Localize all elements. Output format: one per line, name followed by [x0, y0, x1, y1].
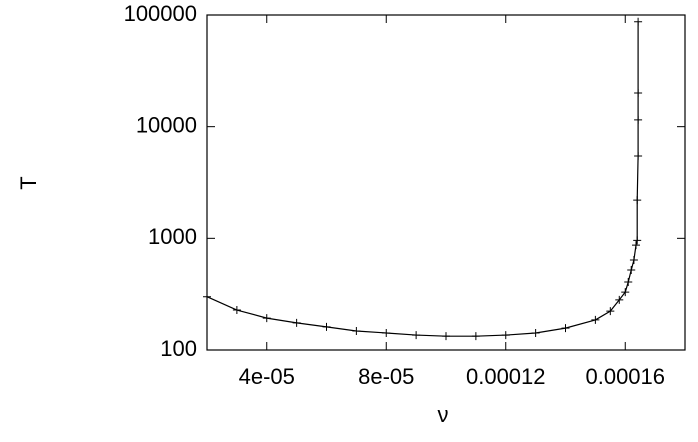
line — [206, 21, 639, 337]
y-tick-label: 1000 — [148, 224, 197, 249]
marker — [632, 241, 641, 250]
marker — [471, 332, 480, 341]
marker — [634, 152, 643, 161]
marker — [412, 331, 421, 340]
marker — [203, 292, 211, 301]
y-axis-label: T — [16, 176, 41, 189]
y-tick-label: 100 — [160, 336, 197, 361]
marker — [382, 328, 391, 337]
marker — [633, 196, 642, 205]
x-tick-label: 8e-05 — [358, 364, 414, 389]
x-tick-label: 4e-05 — [239, 364, 295, 389]
marker — [322, 322, 331, 331]
marker — [621, 288, 630, 297]
marker — [624, 278, 633, 287]
marker — [501, 331, 510, 340]
marker — [629, 255, 638, 264]
x-tick-label: 0.00012 — [466, 364, 546, 389]
x-tick-label: 0.00016 — [585, 364, 665, 389]
marker — [634, 17, 643, 26]
marker — [627, 266, 636, 275]
marker — [442, 332, 450, 341]
marker — [633, 236, 642, 245]
marker — [292, 318, 301, 327]
marker — [591, 315, 600, 324]
marker — [615, 295, 624, 304]
marker — [634, 89, 643, 98]
x-axis-label: ν — [438, 402, 449, 427]
y-tick-label: 100000 — [124, 1, 197, 26]
marker — [232, 306, 241, 315]
y-tick-label: 10000 — [136, 112, 197, 137]
marker — [531, 328, 540, 337]
marker — [606, 307, 615, 316]
marker — [262, 314, 271, 323]
marker — [561, 324, 570, 333]
marker — [634, 115, 643, 124]
plot-frame — [206, 14, 686, 351]
marker — [352, 326, 361, 335]
